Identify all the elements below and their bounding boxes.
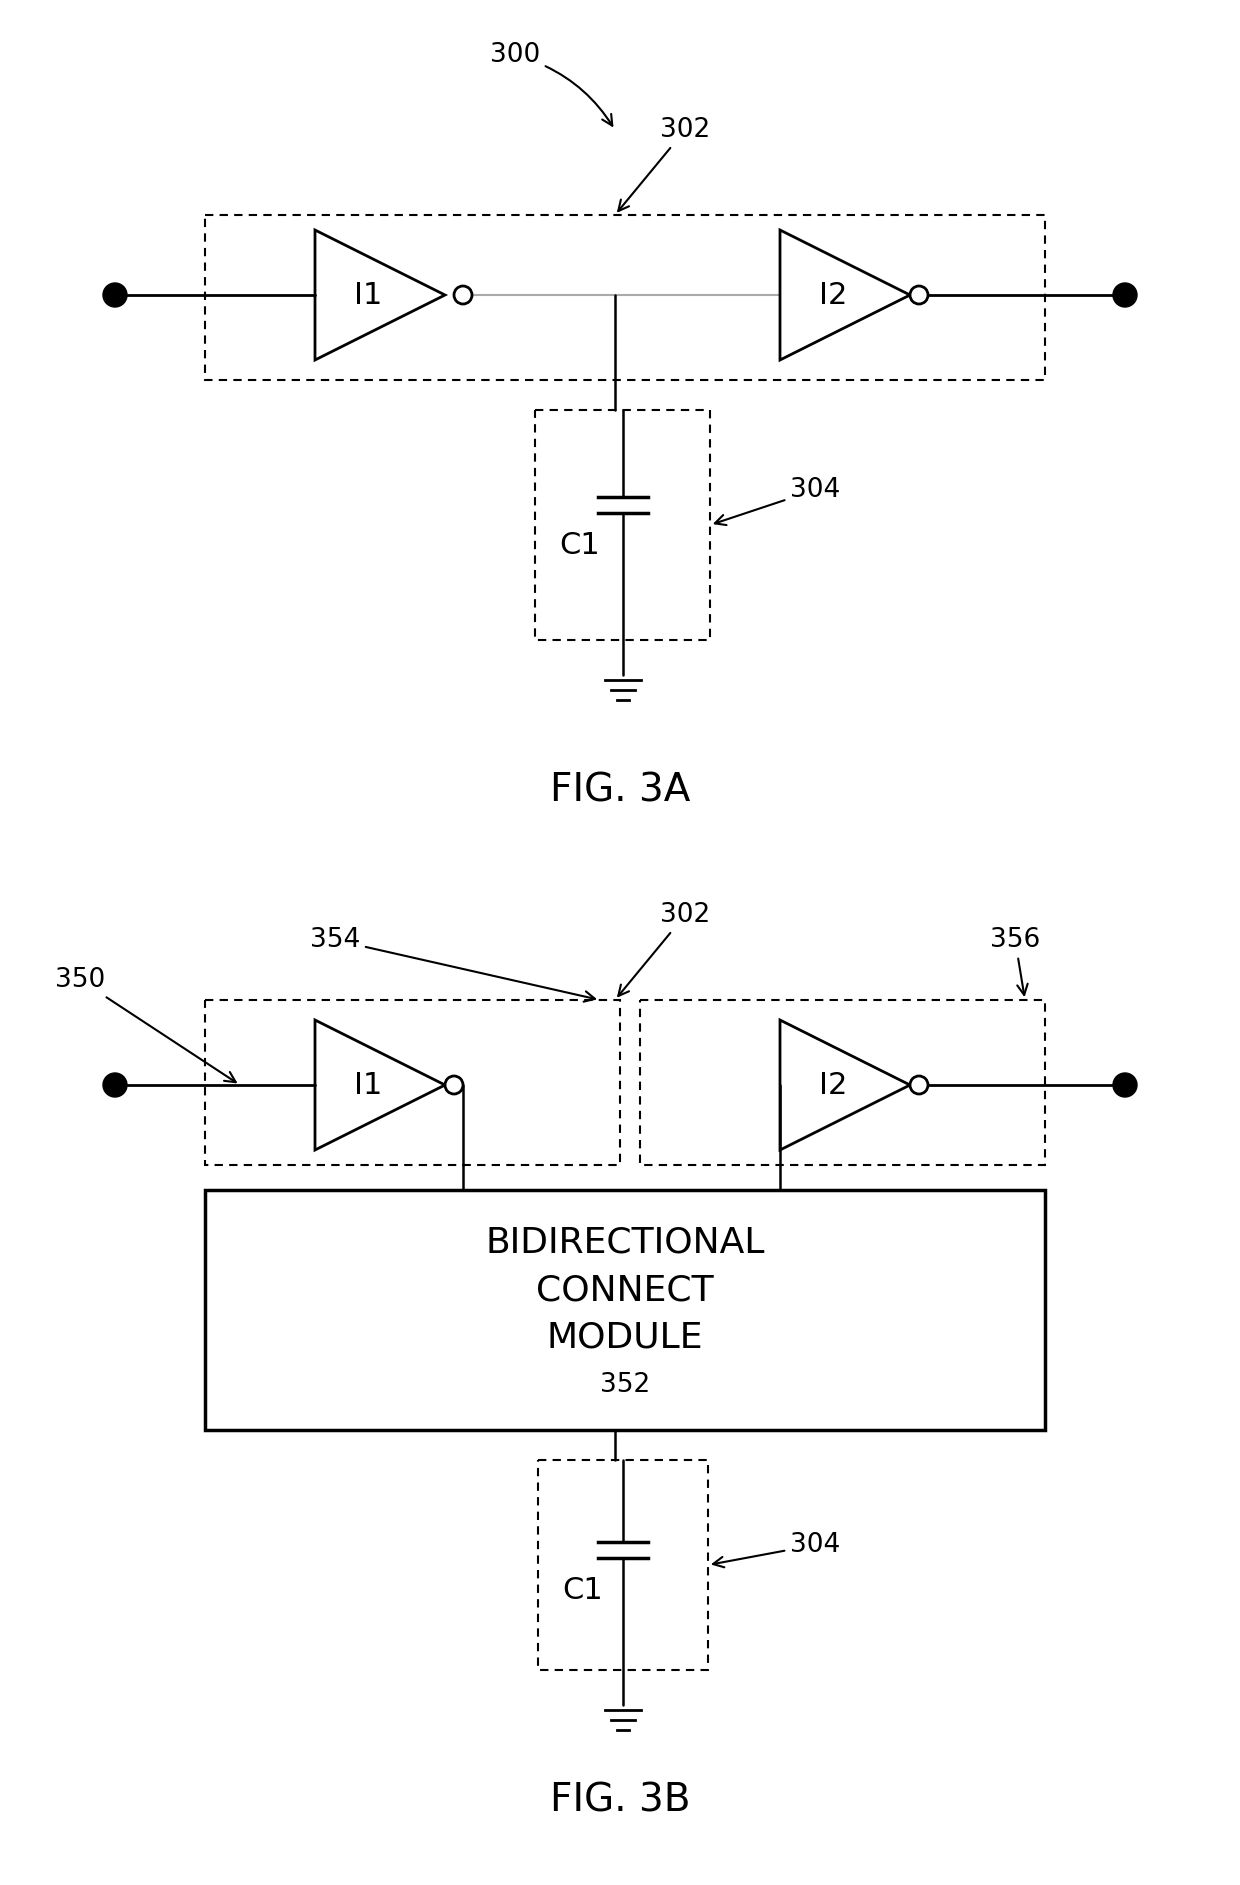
- Circle shape: [910, 287, 928, 303]
- Bar: [534, 411, 711, 641]
- Bar: [205, 1189, 1045, 1431]
- Text: 354: 354: [310, 927, 595, 1001]
- Circle shape: [1114, 283, 1137, 307]
- Text: 350: 350: [55, 967, 236, 1082]
- Text: C1: C1: [563, 1576, 604, 1604]
- Circle shape: [103, 1073, 126, 1097]
- Text: 304: 304: [713, 1533, 841, 1566]
- Text: 302: 302: [619, 903, 711, 995]
- Bar: [205, 1001, 620, 1165]
- Text: I2: I2: [818, 1071, 847, 1099]
- Circle shape: [910, 1076, 928, 1093]
- Text: BIDIRECTIONAL
CONNECT
MODULE: BIDIRECTIONAL CONNECT MODULE: [485, 1225, 765, 1355]
- Text: 304: 304: [714, 477, 841, 526]
- Circle shape: [454, 287, 472, 303]
- Bar: [538, 1461, 708, 1670]
- Circle shape: [103, 283, 126, 307]
- Bar: [640, 1001, 1045, 1165]
- Text: 352: 352: [600, 1372, 650, 1399]
- Circle shape: [1114, 1073, 1137, 1097]
- Text: I2: I2: [818, 281, 847, 309]
- Text: I1: I1: [353, 281, 382, 309]
- Text: 302: 302: [619, 117, 711, 211]
- Circle shape: [445, 1076, 463, 1093]
- Bar: [205, 215, 1045, 381]
- Text: C1: C1: [559, 530, 600, 560]
- Text: FIG. 3A: FIG. 3A: [549, 771, 691, 809]
- Text: 300: 300: [490, 41, 613, 126]
- Text: I1: I1: [353, 1071, 382, 1099]
- Text: 356: 356: [990, 927, 1040, 995]
- Text: FIG. 3B: FIG. 3B: [549, 1781, 691, 1819]
